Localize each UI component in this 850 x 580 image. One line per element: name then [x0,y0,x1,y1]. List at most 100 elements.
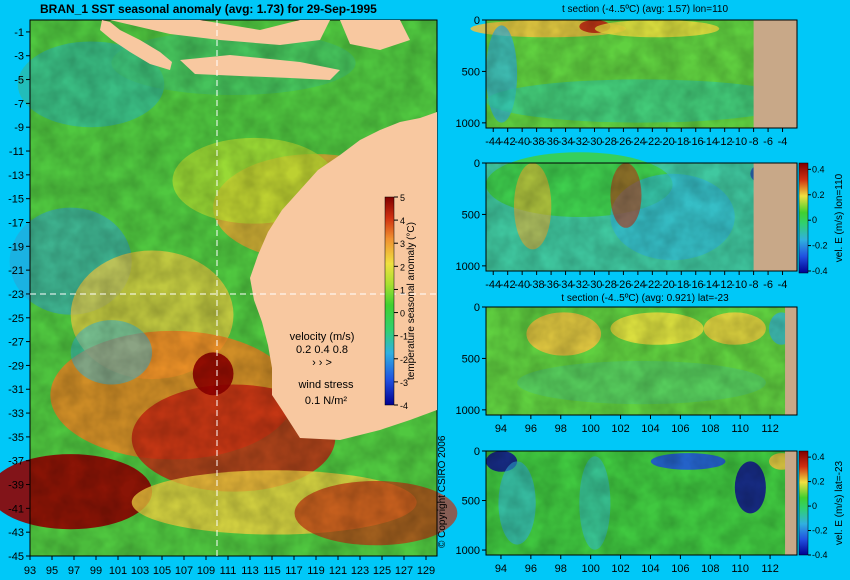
p2-colorbar-tick-label: 0.2 [812,190,825,200]
p3-seafloor [785,307,797,415]
section-panel-temp-lat: t section (-4..5ºC) (avg: 0.921) lat=-23… [456,293,798,435]
p1-x-tick-label: -10 [731,136,747,148]
p1-x-tick-label: -40 [514,136,530,148]
p4-x-tick-label: 104 [641,563,659,575]
p2-x-tick-label: -40 [514,279,530,291]
p1-frame [485,19,798,129]
wind-legend-title: wind stress [297,379,354,391]
anomaly-colorbar-tick-label: 5 [400,193,405,203]
p2-x-tick-label: -26 [615,279,631,291]
map-x-tick-label: 113 [241,565,259,577]
map-y-tick-label: -17 [8,217,24,229]
map-y-tick-label: -9 [14,122,24,134]
p4-x-tick-label: 98 [555,563,567,575]
map-y-tick-label: -31 [8,384,24,396]
map-y-tick-label: -29 [8,360,24,372]
p1-x-tick-label: -12 [717,136,733,148]
p4-colorbar-tick-label: 0.2 [812,477,825,487]
p4-x-tick-label: 106 [671,563,689,575]
p1-x-tick-label: -32 [572,136,588,148]
panel-1-title: t section (-4..5ºC) (avg: 1.57) lon=110 [562,4,728,15]
p2-x-tick-label: -38 [529,279,545,291]
map-y-tick-label: -3 [14,51,24,63]
section-panel-temp-lon: t section (-4..5ºC) (avg: 1.57) lon=110 … [456,4,798,148]
map-x-tick-label: 129 [417,565,435,577]
map-x-tick-label: 117 [285,565,303,577]
map-y-tick-label: -43 [8,527,24,539]
p4-y-tick-label: 500 [462,496,480,508]
p1-x-tick-label: -6 [763,136,773,148]
p1-y-tick-label: 1000 [456,118,480,130]
p1-x-tick-label: -26 [615,136,631,148]
p4-colorbar-tick-label: 0.4 [812,452,825,462]
p4-y-tick-label: 0 [474,446,480,458]
p2-colorbar-tick-label: -0.2 [812,241,828,251]
anomaly-colorbar-tick-label: -1 [400,332,408,342]
p2-x-tick-label: -10 [731,279,747,291]
map-y-tick-label: -7 [14,98,24,110]
p2-x-tick-label: -44 [485,279,501,291]
p2-x-tick-label: -30 [587,279,603,291]
p2-colorbar-tick-label: 0 [812,215,817,225]
p2-x-tick-label: -8 [749,279,759,291]
p4-frame [485,450,798,556]
map-y-tick-label: -39 [8,480,24,492]
map-x-tick-label: 119 [307,565,325,577]
p1-x-tick-label: -34 [558,136,574,148]
p1-y-tick-label: 0 [474,15,480,27]
p2-x-tick-label: -20 [659,279,675,291]
p1-x-tick-label: -30 [587,136,603,148]
p1-x-tick-label: -44 [485,136,501,148]
p3-y-tick-label: 1000 [456,405,480,417]
anomaly-colorbar-tick-label: 1 [400,285,405,295]
p2-colorbar-tick-label: -0.4 [812,266,828,276]
section-panel-vel-lon: vel. E (m/s) lon=110 -44-42-40-38-36-34-… [456,152,845,291]
p4-x-tick-label: 110 [731,563,749,575]
p2-x-tick-label: -14 [702,279,718,291]
panel-2-colorbar-label: vel. E (m/s) lon=110 [834,173,845,262]
p2-field-texture [486,163,797,271]
map-x-tick-label: 97 [68,565,80,577]
p2-y-tick-label: 1000 [456,261,480,273]
p3-x-tick-label: 104 [641,423,659,435]
map-y-tick-label: -21 [8,265,24,277]
p2-x-tick-label: -36 [543,279,559,291]
p1-y-tick-label: 500 [462,66,480,78]
p4-colorbar-tick-label: 0 [812,501,817,511]
panel-4-colorbar [798,450,809,556]
p4-x-tick-label: 112 [761,563,779,575]
p2-x-tick-label: -4 [778,279,788,291]
p3-frame [485,306,798,416]
p3-x-tick-label: 108 [701,423,719,435]
p2-x-tick-label: -34 [558,279,574,291]
section-panel-vel-lat: vel. E (m/s) lat=-23 94 96 98 100 102 104 106 1… [456,446,845,575]
p4-field-texture [486,451,797,555]
p1-seafloor [753,20,797,128]
map-x-tick-label: 103 [131,565,149,577]
p3-x-tick-label: 112 [761,423,779,435]
p1-x-tick-label: -42 [500,136,516,148]
p4-x-tick-label: 102 [611,563,629,575]
wind-legend-value: 0.1 N/m² [305,395,348,407]
map-x-tick-label: 123 [351,565,369,577]
map-y-axis: -1 -3 -5 -7 -9 -11 -13 -15 -17 -19 -21 -23 -25 -27 -29… [8,27,30,563]
p2-x-tick-label: -42 [500,279,516,291]
map-x-tick-label: 121 [329,565,347,577]
p1-x-tick-label: -4 [778,136,788,148]
p4-x-tick-label: 100 [581,563,599,575]
anomaly-colorbar-tick-label: -4 [400,401,408,411]
p4-y-tick-label: 1000 [456,545,480,557]
map-y-tick-label: -13 [8,170,24,182]
map-x-tick-label: 109 [197,565,215,577]
p3-x-tick-label: 94 [495,423,507,435]
p4-x-tick-label: 94 [495,563,507,575]
panel-3-title: t section (-4..5ºC) (avg: 0.921) lat=-23 [561,293,729,304]
velocity-legend-arrows: › › > [312,357,332,369]
map-x-tick-label: 99 [90,565,102,577]
p1-x-tick-label: -24 [630,136,646,148]
map-y-tick-label: -35 [8,432,24,444]
map-x-tick-label: 111 [220,565,237,577]
p2-x-tick-label: -18 [673,279,689,291]
p2-colorbar-tick-label: 0.4 [812,164,825,174]
